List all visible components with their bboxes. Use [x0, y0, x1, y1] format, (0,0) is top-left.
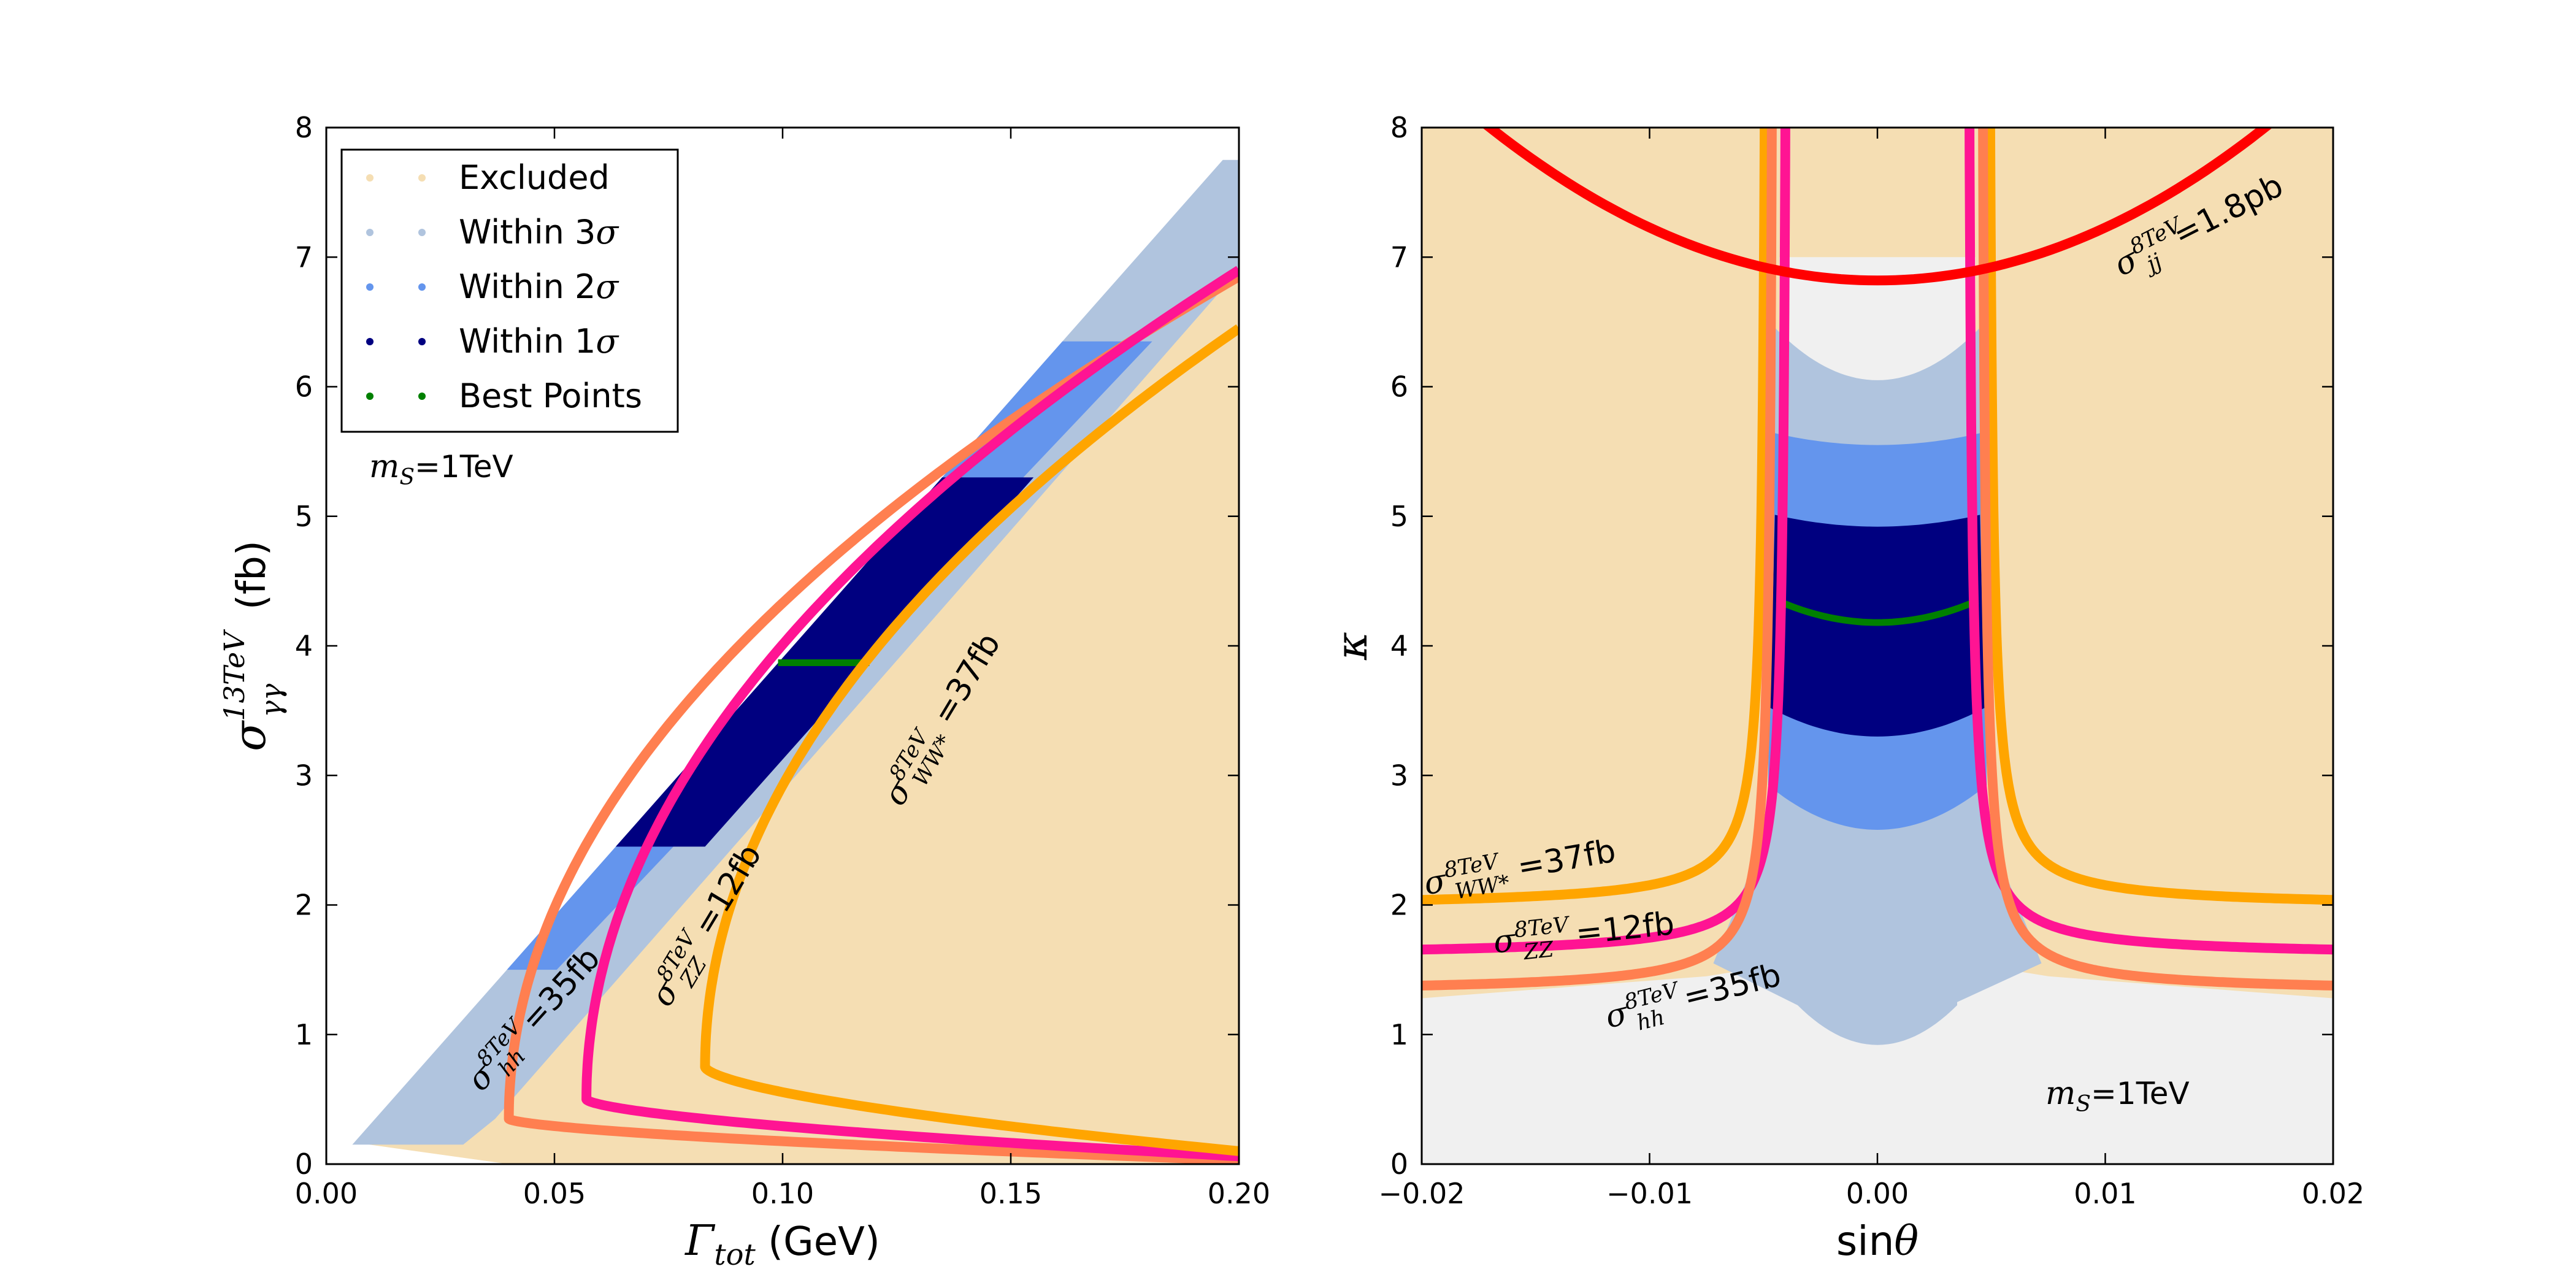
y-tick-label: 8: [1390, 111, 1408, 144]
legend-marker: [418, 393, 426, 400]
x-tick-label: −0.02: [1379, 1177, 1465, 1210]
y-tick-label: 6: [295, 370, 313, 404]
x-tick-label: 0.00: [1846, 1177, 1909, 1210]
y-tick-label: 3: [1390, 759, 1408, 792]
legend-marker: [366, 174, 374, 182]
y-tick-label: 1: [295, 1018, 313, 1051]
hh-35fb-curve: [1422, 128, 1777, 991]
x-tick-label: 0.15: [979, 1177, 1042, 1210]
zz-12fb-curve: [581, 266, 1239, 1162]
right-panel-sintheta-vs-kappa: −0.02 −0.01 0.00 0.01 0.02012345678σ8TeVWW*=…: [1327, 111, 2364, 1265]
y-axis-label: κ: [1327, 632, 1377, 661]
x-tick-label: 0.05: [523, 1177, 586, 1210]
legend-frame: [340, 148, 679, 433]
ww-37fb-curve: [1422, 128, 1770, 905]
best-points-line: [1776, 597, 1979, 626]
y-tick-label: 4: [295, 629, 313, 662]
plot-area: [352, 159, 1239, 1164]
y-tick-label: 4: [1390, 629, 1408, 662]
x-axis-label: sinθ: [1836, 1217, 1919, 1265]
x-tick-label: 0.20: [1208, 1177, 1270, 1210]
x-tick-label: 0.00: [295, 1177, 358, 1210]
legend-marker: [418, 229, 426, 236]
x-tick-label: 0.10: [751, 1177, 814, 1210]
legend-label: Within 1σ: [459, 322, 619, 361]
legend-marker: [418, 283, 426, 291]
ww-37fb-curve: [1985, 128, 2333, 905]
y-tick-label: 8: [295, 111, 313, 144]
left-panel-gamma-vs-sigma: 0.00 0.05 0.10 0.15 0.20012345678σ8TeVhh=35f…: [218, 111, 1270, 1272]
jj-1.8pb-curve: [1482, 128, 2273, 286]
y-tick-label: 5: [1390, 500, 1408, 533]
zz-12fb-curve: [1422, 128, 1790, 955]
y-tick-label: 0: [295, 1148, 313, 1181]
x-tick-label: 0.02: [2302, 1177, 2364, 1210]
y-tick-label: 2: [1390, 889, 1408, 922]
legend-marker: [366, 393, 374, 400]
legend-marker: [366, 229, 374, 236]
legend: Excluded Within 3σ Within 2σ Within 1σ Best …: [340, 148, 679, 433]
y-tick-label: 7: [1390, 240, 1408, 274]
legend-marker: [418, 174, 426, 182]
y-tick-label: 3: [295, 759, 313, 792]
legend-label: Within 3σ: [459, 213, 619, 251]
y-tick-label: 6: [1390, 370, 1408, 404]
mass-annotation: mS=1TeV: [369, 448, 513, 490]
hh-35fb-curve: [1978, 128, 2333, 991]
y-tick-label: 2: [295, 889, 313, 922]
x-tick-label: −0.01: [1606, 1177, 1693, 1210]
legend-label: Best Points: [459, 377, 642, 415]
y-tick-label: 5: [295, 500, 313, 533]
y-axis-label: σ13TeV γγ (fb): [218, 540, 288, 751]
x-tick-label: 0.01: [2074, 1177, 2136, 1210]
legend-marker: [366, 283, 374, 291]
y-tick-label: 0: [1390, 1148, 1408, 1181]
hh-35fb-curve: [504, 272, 1239, 1164]
mass-annotation: mS=1TeV: [2045, 1075, 2190, 1117]
y-tick-label: 7: [295, 240, 313, 274]
y-tick-label: 1: [1390, 1018, 1408, 1051]
legend-label: Within 2σ: [459, 267, 619, 306]
zz-12fb-curve: [1965, 128, 2333, 955]
plot-area: [1422, 128, 2333, 1164]
ww-37fb-curve: [700, 324, 1239, 1156]
x-axis-label: Γtot (GeV): [684, 1217, 880, 1272]
legend-marker: [366, 338, 374, 345]
legend-marker: [418, 338, 426, 345]
legend-label: Excluded: [459, 158, 610, 197]
